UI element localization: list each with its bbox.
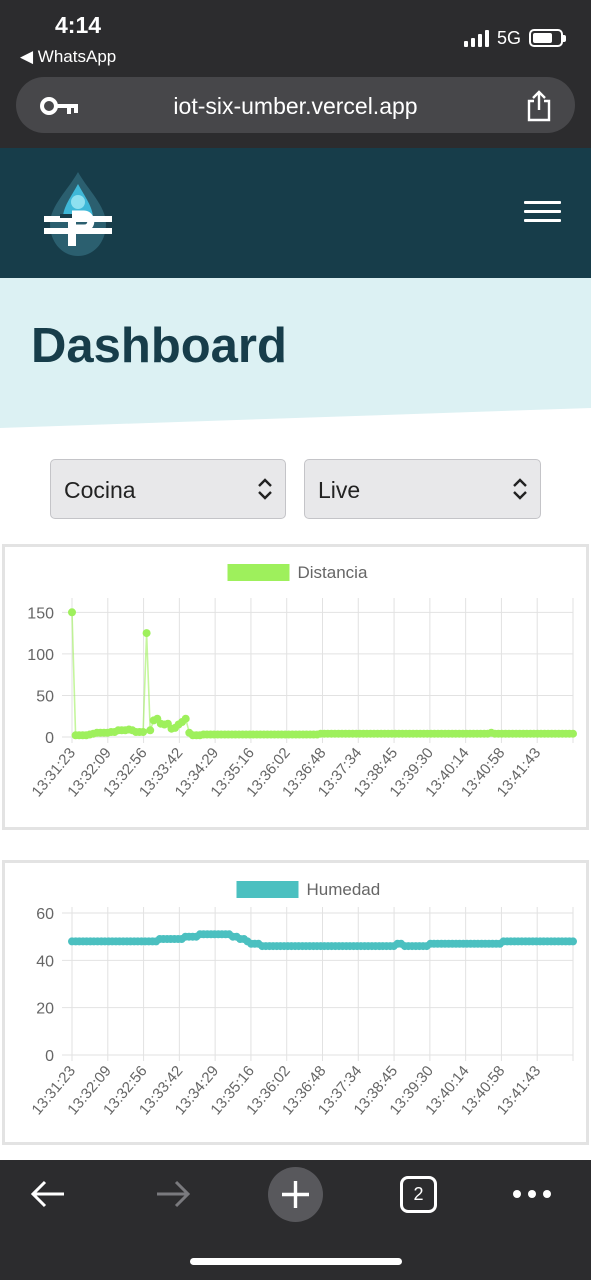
water-drop-logo-icon[interactable]	[40, 170, 116, 258]
chevron-up-down-icon	[513, 478, 527, 500]
chevron-up-down-icon	[258, 478, 272, 500]
legend-swatch	[236, 881, 299, 898]
mode-select[interactable]: Live	[304, 459, 541, 519]
site-header	[0, 148, 591, 278]
y-tick-label: 150	[27, 605, 54, 622]
hero-banner: Dashboard	[0, 278, 591, 430]
y-tick-label: 0	[45, 730, 54, 747]
back-to-whatsapp-link[interactable]: ◀ WhatsApp	[20, 47, 117, 66]
status-time: 4:14	[55, 12, 102, 38]
distancia-chart-card: 0 50 100 150 13:31:23 13:32:09 13:32:56 13:33:4…	[2, 544, 589, 830]
new-tab-button[interactable]	[268, 1167, 323, 1222]
y-tick-label: 0	[45, 1048, 54, 1065]
room-select-value: Cocina	[64, 477, 136, 503]
url-text[interactable]: iot-six-umber.vercel.app	[173, 93, 418, 119]
mode-select-value: Live	[318, 477, 361, 503]
y-tick-label: 60	[36, 906, 54, 923]
data-point	[569, 937, 577, 946]
page-title: Dashboard	[31, 319, 287, 373]
room-select[interactable]: Cocina	[50, 459, 286, 519]
more-options-icon[interactable]	[512, 1189, 552, 1199]
signal-icon	[463, 29, 489, 47]
key-icon[interactable]	[40, 97, 80, 115]
y-tick-label: 50	[36, 688, 54, 705]
legend-label: Distancia	[298, 563, 368, 582]
data-point	[68, 608, 76, 617]
network-type: 5G	[496, 27, 521, 48]
plus-icon	[282, 1181, 309, 1208]
browser-bottom-toolbar: 2	[0, 1160, 591, 1280]
data-point	[569, 729, 577, 738]
battery-icon	[529, 29, 566, 47]
legend-swatch	[227, 564, 290, 581]
tabs-button[interactable]: 2	[400, 1176, 437, 1213]
data-point	[139, 728, 148, 736]
share-icon[interactable]	[525, 90, 553, 122]
distancia-chart: 05010015013:31:2313:32:0913:32:5613:33:4…	[27, 563, 577, 800]
back-arrow-icon[interactable]	[28, 1178, 68, 1210]
home-indicator	[190, 1258, 402, 1265]
y-tick-label: 40	[36, 953, 54, 970]
y-tick-label: 100	[27, 647, 54, 664]
menu-hamburger-icon[interactable]	[524, 201, 561, 223]
forward-arrow-icon[interactable]	[153, 1178, 193, 1210]
humedad-chart-card: 0 20 40 60 13:31:23 13:32:09 13:32:56 13:33:42 1…	[2, 860, 589, 1145]
legend-label: Humedad	[307, 880, 381, 899]
address-bar[interactable]: iot-six-umber.vercel.app	[16, 77, 575, 133]
humedad-chart: 020406013:31:2313:32:0913:32:5613:33:421…	[29, 880, 577, 1118]
data-point	[181, 714, 190, 723]
hero-background	[0, 278, 591, 428]
y-tick-label: 20	[36, 1001, 54, 1018]
status-indicators: 5G	[463, 26, 566, 50]
data-point	[142, 629, 151, 638]
browser-top-chrome: 4:14 ◀ WhatsApp 5G iot-six-umber.vercel.…	[0, 0, 591, 148]
data-point	[146, 726, 155, 735]
